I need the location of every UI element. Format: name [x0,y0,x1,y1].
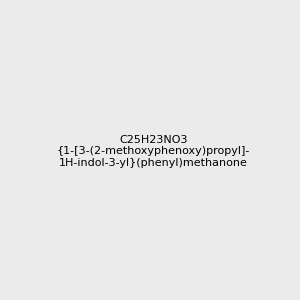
Text: C25H23NO3
{1-[3-(2-methoxyphenoxy)propyl]-
1H-indol-3-yl}(phenyl)methanone: C25H23NO3 {1-[3-(2-methoxyphenoxy)propyl… [57,135,250,168]
